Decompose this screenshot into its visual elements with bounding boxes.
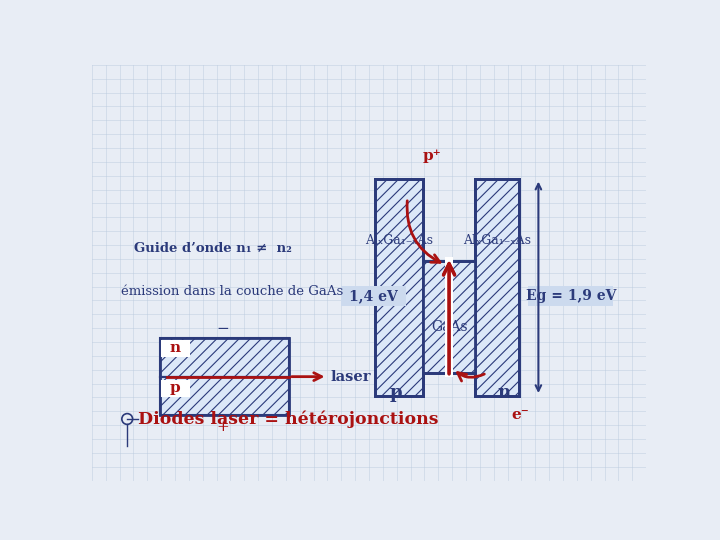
Text: AlₓGa₁₋ₓAs: AlₓGa₁₋ₓAs — [365, 234, 433, 247]
Text: p⁺: p⁺ — [423, 148, 441, 163]
Text: p: p — [390, 384, 402, 402]
Bar — [161, 340, 190, 356]
Bar — [160, 377, 289, 415]
Text: GaAs: GaAs — [431, 320, 467, 334]
Text: 1,4 eV: 1,4 eV — [349, 289, 398, 303]
Text: e⁻: e⁻ — [511, 408, 529, 422]
Text: laser: laser — [330, 370, 371, 383]
Text: Guide d’onde n₁ ≠  n₂: Guide d’onde n₁ ≠ n₂ — [134, 241, 292, 254]
Text: n: n — [169, 341, 181, 355]
Bar — [160, 338, 289, 415]
FancyBboxPatch shape — [528, 286, 613, 306]
Text: Eg = 1,9 eV: Eg = 1,9 eV — [526, 289, 616, 303]
FancyBboxPatch shape — [341, 286, 406, 306]
Text: Diodes laser = hétérojonctions: Diodes laser = hétérojonctions — [138, 410, 438, 428]
Text: −: − — [216, 322, 229, 336]
Text: p: p — [170, 381, 180, 395]
Text: émission dans la couche de GaAs: émission dans la couche de GaAs — [121, 286, 343, 299]
Bar — [375, 179, 423, 396]
Bar — [445, 257, 453, 377]
Bar — [161, 380, 190, 397]
Text: n: n — [498, 384, 510, 402]
Bar — [160, 338, 289, 377]
Bar — [423, 261, 475, 373]
Text: +: + — [216, 420, 229, 434]
Bar — [475, 179, 519, 396]
Text: AlₓGa₁₋ₓAs: AlₓGa₁₋ₓAs — [463, 234, 531, 247]
